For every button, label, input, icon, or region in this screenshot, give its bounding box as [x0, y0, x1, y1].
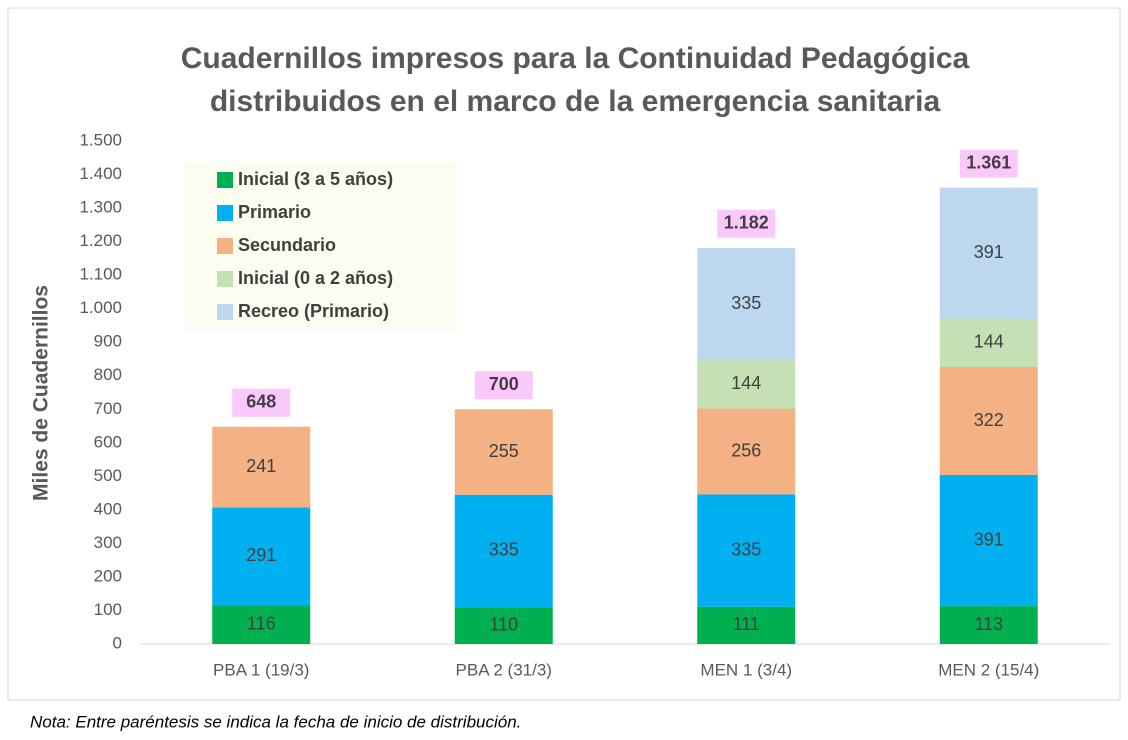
y-tick-label: 400: [94, 499, 122, 518]
x-tick-label: PBA 2 (31/3): [456, 660, 552, 679]
segment-label: 111: [733, 614, 760, 634]
y-tick-label: 300: [94, 533, 122, 552]
y-tick-label: 200: [94, 566, 122, 585]
segment-label: 110: [489, 614, 518, 634]
y-tick-label: 1.200: [79, 231, 122, 250]
x-tick-label: PBA 1 (19/3): [213, 660, 309, 679]
legend-swatch: [217, 304, 233, 320]
bar-segment: [697, 408, 796, 495]
segment-label: 291: [246, 545, 276, 565]
bar-segment: [454, 409, 553, 495]
segment-label: 335: [731, 539, 761, 559]
bar-segment: [212, 507, 311, 606]
y-tick-label: 0: [113, 633, 122, 652]
x-tick-label: MEN 2 (15/4): [938, 660, 1039, 679]
bar-segment: [697, 494, 796, 607]
note: Nota: Entre paréntesis se indica la fech…: [30, 712, 521, 731]
y-tick-label: 1.100: [79, 265, 122, 284]
legend-label: Inicial (0 a 2 años): [238, 268, 393, 288]
chart-frame: [7, 7, 1121, 701]
bar-segment: [454, 494, 553, 608]
segment-label: 255: [489, 441, 519, 461]
segment-label: 256: [731, 440, 761, 460]
legend-label: Inicial (3 a 5 años): [238, 169, 393, 189]
y-tick-label: 100: [94, 600, 122, 619]
bar-segment: [697, 606, 796, 644]
legend-swatch: [217, 271, 233, 287]
y-tick-label: 1.400: [79, 164, 122, 183]
bar-segment: [212, 605, 311, 644]
segment-label: 335: [731, 293, 761, 313]
bar-segment: [939, 606, 1038, 644]
segment-label: 335: [489, 540, 519, 560]
y-tick-label: 700: [94, 399, 122, 418]
total-label-box: [474, 371, 533, 400]
x-tick-label: MEN 1 (3/4): [700, 660, 792, 679]
total-label-box: [959, 149, 1018, 178]
total-label: 1.182: [724, 212, 769, 232]
bar-segment: [697, 247, 796, 361]
legend-swatch: [217, 205, 233, 221]
total-label: 1.361: [966, 152, 1011, 172]
bar-segment: [212, 426, 311, 508]
y-tick-label: 1.500: [79, 130, 122, 149]
legend-label: Secundario: [238, 235, 336, 255]
legend-label: Recreo (Primario): [238, 301, 389, 321]
bar-segment: [454, 607, 553, 644]
total-label-box: [232, 388, 291, 417]
total-label-box: [717, 209, 776, 238]
bar-segment: [697, 360, 796, 409]
y-tick-label: 600: [94, 432, 122, 451]
total-label: 648: [246, 391, 276, 411]
segment-label: 144: [731, 373, 761, 393]
segment-label: 241: [246, 456, 276, 476]
y-tick-label: 800: [94, 365, 122, 384]
bar-segment: [939, 474, 1038, 607]
segment-label: 116: [247, 613, 276, 633]
total-label: 700: [489, 374, 519, 394]
y-tick-label: 1.300: [79, 198, 122, 217]
legend-swatch: [217, 172, 233, 188]
bar-segment: [939, 367, 1038, 475]
y-tick-label: 900: [94, 332, 122, 351]
segment-label: 322: [974, 410, 1004, 430]
y-axis-label: Miles de Cuadernillos: [30, 285, 53, 501]
segment-label: 391: [974, 529, 1004, 549]
bar-segment: [939, 187, 1038, 319]
bar-segment: [939, 318, 1038, 368]
chart-title: distribuidos en el marco de la emergenci…: [210, 85, 941, 118]
segment-label: 391: [974, 242, 1004, 262]
segment-label: 144: [974, 332, 1004, 352]
segment-label: 113: [974, 614, 1003, 634]
y-tick-label: 500: [94, 466, 122, 485]
legend-swatch: [217, 238, 233, 254]
y-tick-label: 1.000: [79, 298, 122, 317]
legend-label: Primario: [238, 202, 311, 222]
chart-title: Cuadernillos impresos para la Continuida…: [181, 42, 970, 75]
